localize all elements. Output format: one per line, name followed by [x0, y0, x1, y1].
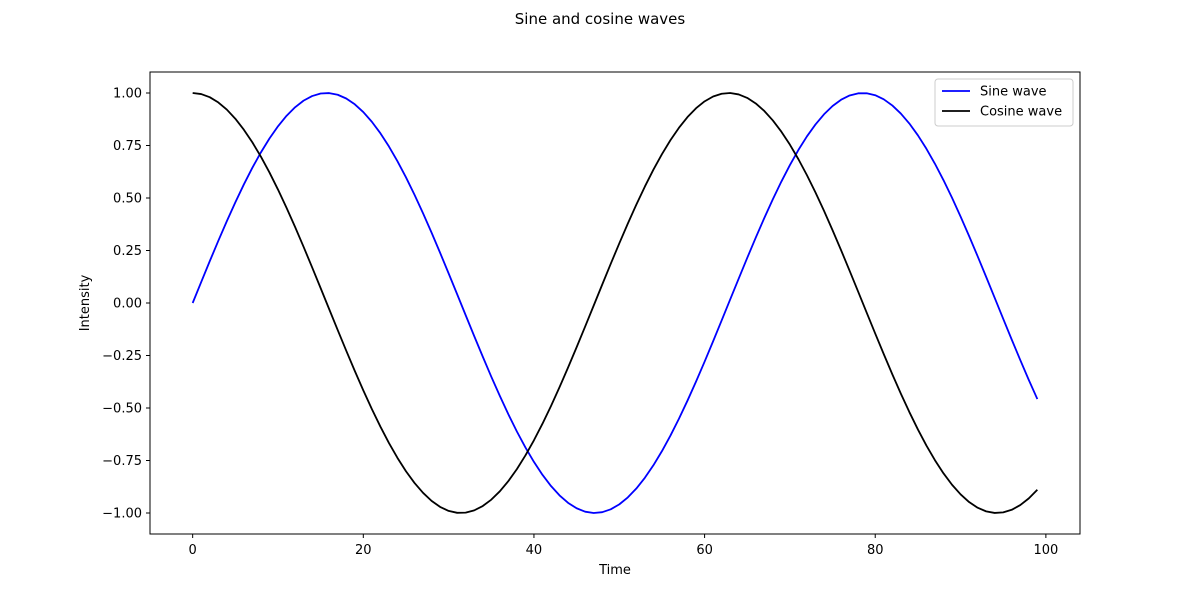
- legend-label: Sine wave: [980, 85, 1047, 100]
- y-tick-label: 0.25: [113, 244, 142, 259]
- y-tick-label: 0.00: [113, 297, 142, 312]
- plot-area-frame: [149, 71, 1081, 535]
- x-tick-label: 60: [696, 543, 713, 558]
- series-line-sine: [191, 92, 1039, 514]
- y-tick-label: −0.75: [102, 454, 142, 469]
- x-tick-label: 0: [189, 543, 197, 558]
- series-line-cosine: [192, 92, 1038, 514]
- x-tick-label: 40: [526, 543, 543, 558]
- x-axis-ticks: 0 20 40 60 80 100: [189, 534, 1058, 558]
- y-tick-label: −0.50: [102, 402, 142, 417]
- y-tick-label: −0.25: [102, 349, 142, 364]
- x-tick-label: 20: [355, 543, 372, 558]
- chart-title: Sine and cosine waves: [515, 10, 686, 28]
- y-tick-label: 0.50: [113, 192, 142, 207]
- y-axis-ticks: −1.00 −0.75 −0.50 −0.25 0.00 0.25 0.50 0.75 1.00: [102, 87, 150, 522]
- x-tick-label: 100: [1033, 543, 1058, 558]
- x-tick-label: 80: [867, 543, 884, 558]
- legend-label: Cosine wave: [980, 105, 1062, 120]
- plot-series: [191, 92, 1039, 514]
- y-tick-label: 1.00: [113, 87, 142, 102]
- legend: Sine wave Cosine wave: [934, 78, 1074, 127]
- y-axis-label: Intensity: [78, 274, 93, 331]
- x-axis-label: Time: [598, 563, 631, 578]
- y-tick-label: −1.00: [102, 507, 142, 522]
- y-tick-label: 0.75: [113, 139, 142, 154]
